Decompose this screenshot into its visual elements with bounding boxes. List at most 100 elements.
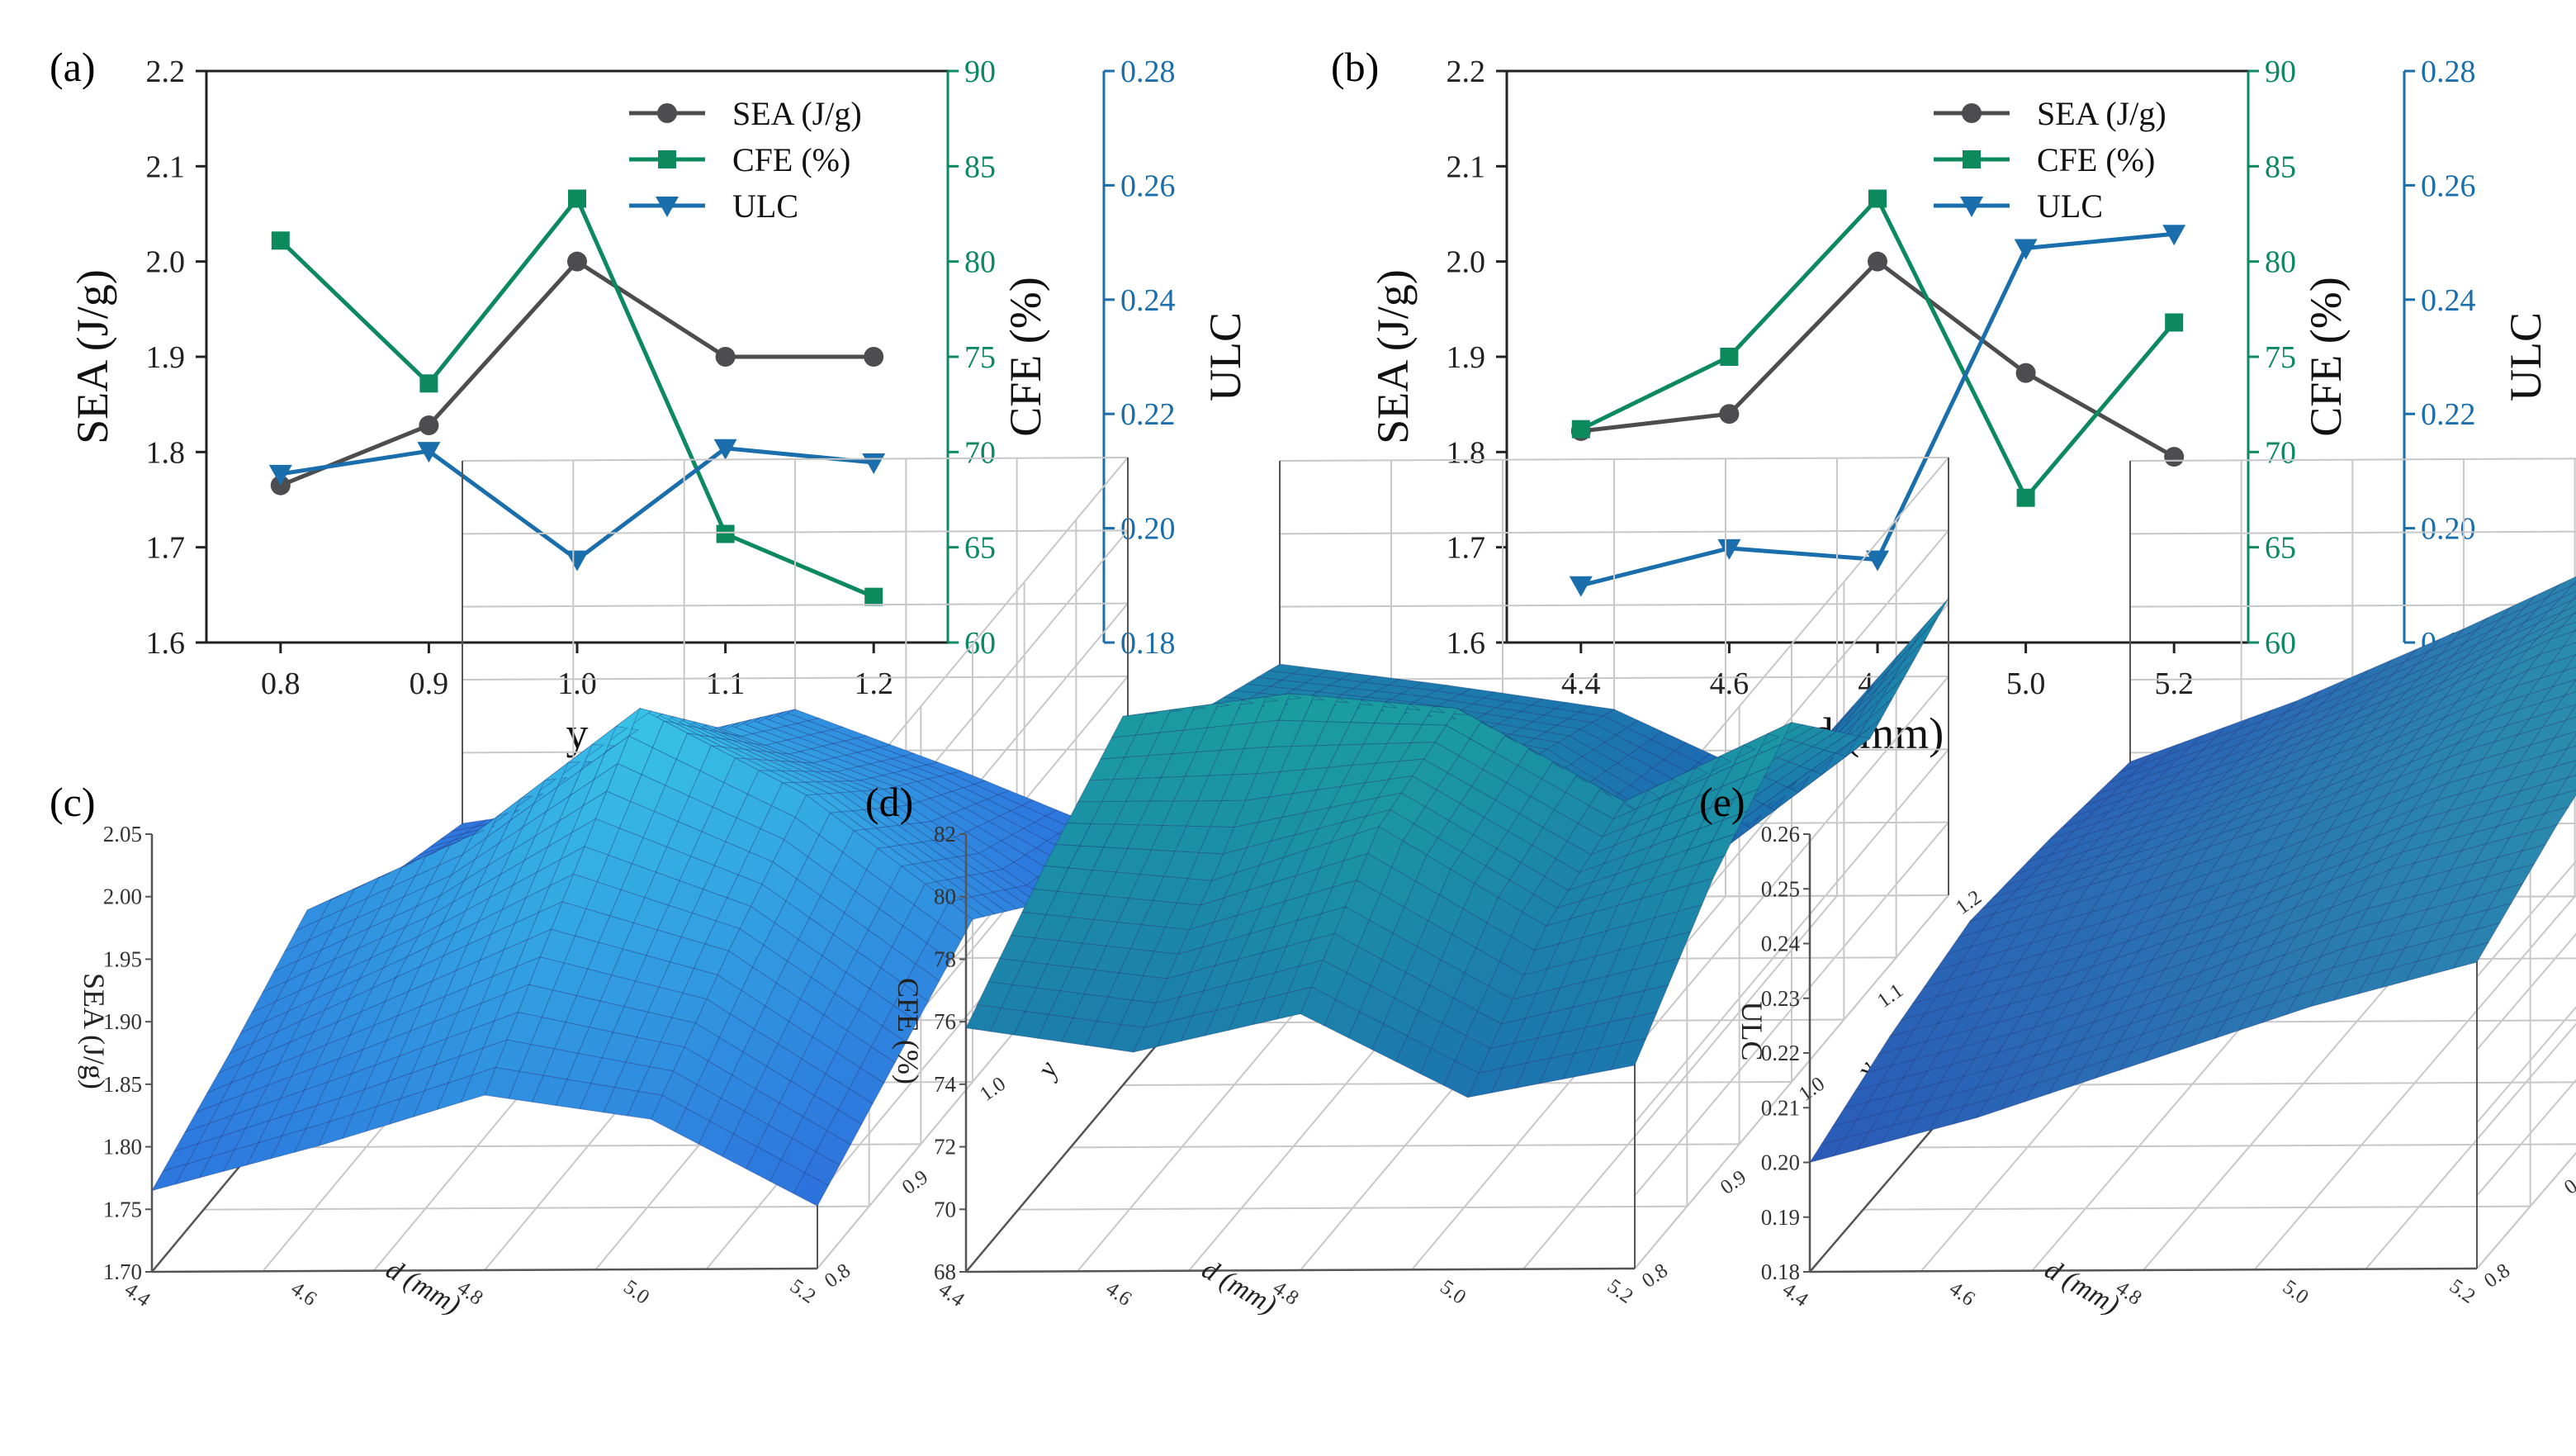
surface-cell xyxy=(1626,719,1663,740)
x-tick-label: 1.2 xyxy=(854,666,893,701)
surface-cell xyxy=(1470,697,1509,709)
surface-cell xyxy=(987,958,1025,985)
surface-cell xyxy=(1936,999,1974,1025)
surface-cell xyxy=(1924,989,1962,1014)
surface-cell xyxy=(268,1089,305,1122)
cfe-point xyxy=(2016,488,2035,507)
surface-cell xyxy=(334,957,372,991)
surface-cell xyxy=(390,855,427,889)
surface-cell xyxy=(1950,1069,1988,1096)
surface-cell xyxy=(1272,894,1309,928)
surface-cell xyxy=(1200,914,1238,948)
surface-cell xyxy=(1469,721,1506,753)
surface-cell xyxy=(422,1012,459,1049)
surface-cell xyxy=(2167,764,2204,785)
panel-a: (a) 1.6 1.7 1.8 1.9 2.0 2.1 2.2 60 65 70 75 80 85 90 0.… xyxy=(50,44,1250,758)
surface-cell xyxy=(2219,830,2257,857)
ulc-tick-label: 0.28 xyxy=(2421,55,2476,89)
surface-cell xyxy=(2160,863,2198,891)
surface-cell xyxy=(2023,1075,2061,1103)
surface-cell xyxy=(933,858,971,878)
z-tick-label: 72 xyxy=(934,1135,956,1160)
surface-cell xyxy=(1901,618,1938,663)
surface-cell xyxy=(1959,965,1997,991)
surface-cell xyxy=(523,820,561,862)
surface-cell xyxy=(418,840,453,856)
surface-cell xyxy=(2152,961,2190,989)
surface-cell xyxy=(2119,1043,2156,1071)
surface-mesh xyxy=(151,707,1129,1207)
surface-cell xyxy=(1566,823,1603,856)
surface-cell xyxy=(2356,967,2394,995)
surface-cell xyxy=(1522,737,1560,750)
surface-cell xyxy=(1136,753,1173,780)
z-tick-label: 0.25 xyxy=(1761,876,1800,901)
surface-cell xyxy=(2114,906,2152,933)
surface-cell xyxy=(2078,931,2116,958)
sea-tick-label: 1.6 xyxy=(146,626,186,661)
d-tick-label: 5.2 xyxy=(2446,1275,2479,1308)
x-tick-label: 5.0 xyxy=(2006,666,2046,701)
z-axis-title: ULC xyxy=(1735,1002,1769,1061)
ulc-point xyxy=(566,550,589,571)
d-tick-label: 4.6 xyxy=(1945,1278,1979,1311)
surface-cell xyxy=(1306,822,1343,851)
surface-cell xyxy=(1416,920,1453,960)
panel-label: (c) xyxy=(50,779,96,825)
surface-cell xyxy=(2069,1003,2106,1031)
surface-cell xyxy=(352,1080,389,1115)
surface-cell xyxy=(688,770,725,808)
surface-cell xyxy=(2092,995,2130,1023)
surface-cell xyxy=(1032,865,1069,892)
surface-cell xyxy=(1489,1017,1526,1050)
side-wall-grid xyxy=(2476,860,2576,978)
axis-edge xyxy=(1809,1267,2478,1273)
sea-point xyxy=(419,415,439,436)
surface-cell xyxy=(2452,941,2489,970)
back-wall-grid xyxy=(1279,457,1949,462)
surface-cell xyxy=(2067,975,2105,1003)
sea-tick-label: 2.2 xyxy=(146,55,186,89)
legend-marker xyxy=(656,197,679,217)
surface-cell xyxy=(400,1064,437,1099)
legend-label: CFE (%) xyxy=(732,141,850,178)
sea-axis-title: SEA (J/g) xyxy=(68,269,117,444)
surface-cell xyxy=(1257,685,1295,696)
surface-cell xyxy=(1472,817,1509,850)
surface-cell xyxy=(151,1163,188,1192)
panel-label: (b) xyxy=(1331,44,1379,90)
surface-cell xyxy=(2371,704,2408,732)
surface-cell xyxy=(850,809,888,828)
ulc-tick-label: 0.26 xyxy=(2421,168,2476,203)
surface-cell xyxy=(2458,741,2495,767)
sea-point xyxy=(2164,447,2185,467)
surface-cell xyxy=(2191,756,2228,776)
surface-cell xyxy=(2030,946,2068,971)
panel-c: (c)1.701.751.801.851.901.952.002.054.4 4.… xyxy=(50,457,1165,1321)
surface-cell xyxy=(2007,952,2044,978)
z-tick-label: 1.90 xyxy=(103,1009,142,1034)
surface-cell xyxy=(2201,1000,2239,1029)
cfe-tick-label: 80 xyxy=(964,245,996,280)
surface-cell xyxy=(195,1082,232,1113)
surface-cell xyxy=(1021,889,1058,915)
surface-cell xyxy=(531,1074,568,1107)
surface-cell xyxy=(826,780,862,793)
surface-cell xyxy=(2294,907,2332,937)
surface-cell xyxy=(844,890,880,931)
d-tick-label: 5.2 xyxy=(786,1275,820,1308)
surface-cell xyxy=(2114,932,2152,960)
surface-cell xyxy=(967,852,1004,872)
surface-cell xyxy=(1474,865,1510,899)
surface-cell xyxy=(1879,1088,1917,1115)
surface-cell xyxy=(503,912,540,951)
y-axis-title: y xyxy=(1030,1055,1065,1084)
surface-cell xyxy=(2285,986,2323,1016)
surface-cell xyxy=(990,868,1028,888)
surface-cell xyxy=(2046,1039,2084,1067)
surface-cell xyxy=(2498,863,2536,891)
surface-cell xyxy=(1579,722,1617,743)
y-tick-label: 0.9 xyxy=(2560,1166,2576,1199)
surface-cell xyxy=(1382,997,1419,1037)
